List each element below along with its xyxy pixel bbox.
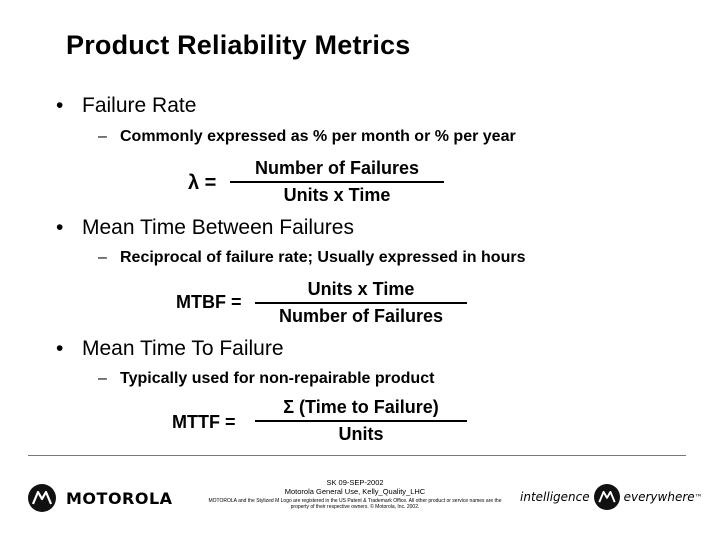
formula-lhs: MTBF = xyxy=(176,292,242,312)
formula-lhs: λ = xyxy=(188,172,217,194)
sub-text: Reciprocal of failure rate; Usually expr… xyxy=(120,249,526,266)
bullet-symbol: • xyxy=(56,94,64,117)
bullet-label: Mean Time Between Failures xyxy=(82,216,354,239)
footer-classification: Motorola General Use, Kelly_Quality_LHC xyxy=(284,487,426,496)
fraction-bar xyxy=(230,181,444,183)
motorola-wordmark: MOTOROLA xyxy=(66,488,173,508)
tagline-left: intelligence xyxy=(520,490,590,504)
sub-dash: – xyxy=(98,370,107,387)
sub-mttf: – Typically used for non-repairable produ… xyxy=(98,370,434,388)
formula-lhs: MTTF = xyxy=(172,412,236,432)
motorola-batwing-icon xyxy=(28,484,56,512)
sub-dash: – xyxy=(98,128,107,145)
bullet-mttf: • Mean Time To Failure xyxy=(56,337,284,361)
fraction: Units x Time Number of Failures xyxy=(255,279,467,327)
bullet-label: Failure Rate xyxy=(82,94,197,117)
sub-failure-rate: – Commonly expressed as % per month or % … xyxy=(98,128,516,146)
bullet-symbol: • xyxy=(56,216,64,239)
slide-title: Product Reliability Metrics xyxy=(66,30,411,60)
trademark-mark: ™ xyxy=(694,492,703,502)
fraction-bar xyxy=(255,420,467,422)
bullet-symbol: • xyxy=(56,337,64,360)
motorola-logo: MOTOROLA xyxy=(28,484,173,512)
sub-text: Commonly expressed as % per month or % p… xyxy=(120,128,516,145)
denominator: Units x Time xyxy=(283,185,391,205)
bullet-failure-rate: • Failure Rate xyxy=(56,94,196,118)
numerator: Units x Time xyxy=(307,279,415,299)
footer-info: SK 09-SEP-2002 Motorola General Use, Kel… xyxy=(200,478,510,510)
fraction: Number of Failures Units x Time xyxy=(230,158,444,206)
fraction-bar xyxy=(255,302,467,304)
denominator: Units xyxy=(338,424,384,444)
sub-dash: – xyxy=(98,249,107,266)
tagline-right: everywhere xyxy=(623,490,695,504)
footer-legal: MOTOROLA and the Stylized M Logo are reg… xyxy=(208,498,502,510)
sub-mtbf: – Reciprocal of failure rate; Usually exp… xyxy=(98,249,525,267)
footer: MOTOROLA SK 09-SEP-2002 Motorola General… xyxy=(0,476,720,540)
fraction: Σ (Time to Failure) Units xyxy=(255,397,467,445)
footer-divider xyxy=(28,455,686,456)
bullet-label: Mean Time To Failure xyxy=(82,337,284,360)
bullet-mtbf: • Mean Time Between Failures xyxy=(56,216,354,240)
numerator: Number of Failures xyxy=(254,158,420,178)
tagline: intelligence everywhere ™ xyxy=(520,484,703,510)
footer-date: SK 09-SEP-2002 xyxy=(326,478,384,487)
numerator: Σ (Time to Failure) xyxy=(283,397,439,417)
sub-text: Typically used for non-repairable produc… xyxy=(120,370,435,387)
denominator: Number of Failures xyxy=(278,306,444,326)
motorola-batwing-icon xyxy=(593,484,620,510)
